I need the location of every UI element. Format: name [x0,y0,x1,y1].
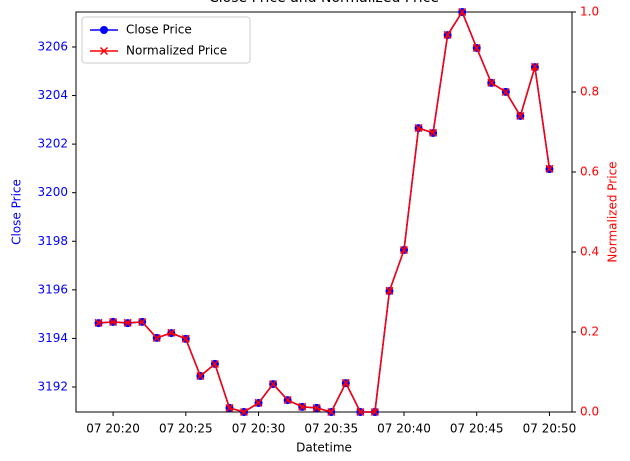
marker [210,359,219,369]
x-tick-label: 07 20:35 [304,422,358,436]
series-line [98,10,551,413]
y2-tick-label: 0.2 [580,325,599,339]
legend-marker [99,46,109,56]
marker [254,398,263,407]
x-tick-label: 07 20:40 [377,422,431,436]
marker [123,318,132,327]
marker [239,407,249,417]
marker [269,379,278,389]
x-tick-label: 07 20:20 [86,422,140,436]
marker [196,371,205,381]
y-tick-label: 3194 [37,331,68,345]
y-axis-label: Close Price [10,179,24,245]
legend-label: Normalized Price [126,44,227,58]
marker [516,111,525,121]
legend-box [81,16,251,64]
x-tick-label: 07 20:45 [450,422,504,436]
y-tick-label: 3204 [37,88,68,102]
marker [414,123,423,133]
x-tick-label: 07 20:25 [159,422,213,436]
marker [487,78,496,87]
y2-axis-label: Normalized Price [606,161,620,262]
y-tick-label: 3198 [37,234,68,248]
marker [341,378,350,387]
y-tick-label: 3196 [37,282,68,296]
marker [312,403,321,413]
legend-label: Close Price [126,23,192,37]
y-tick-label: 3206 [37,39,68,53]
y-tick-label: 3192 [37,379,68,393]
legend-marker [100,26,108,34]
marker [283,395,292,405]
marker [109,317,118,327]
marker [458,7,467,17]
marker [181,334,190,343]
y-tick-label: 3202 [37,137,68,151]
marker [545,164,554,173]
marker [530,62,539,71]
chart-title: Close Price and Normalized Price [209,0,439,6]
marker [472,43,481,53]
y2-tick-label: 0.6 [580,165,599,179]
marker [225,403,234,413]
marker [370,407,379,417]
marker [94,318,103,327]
marker [385,286,394,295]
y2-tick-label: 0.4 [580,245,599,259]
x-tick-label: 07 20:30 [232,422,286,436]
marker [167,328,176,337]
marker [356,407,365,417]
y2-tick-label: 1.0 [580,5,599,19]
x-tick-label: 07 20:50 [523,422,577,436]
marker [152,333,161,343]
marker [298,402,307,411]
marker [399,245,409,255]
marker [429,128,438,137]
y2-tick-label: 0.8 [580,85,599,99]
marker [327,407,336,417]
y-tick-label: 3200 [37,185,68,199]
y2-tick-label: 0.0 [580,405,599,419]
series-line [98,10,551,413]
plot-frame [75,11,573,413]
marker [443,30,452,39]
x-axis-label: Datetime [296,441,352,455]
marker [501,87,510,97]
marker [138,317,147,327]
